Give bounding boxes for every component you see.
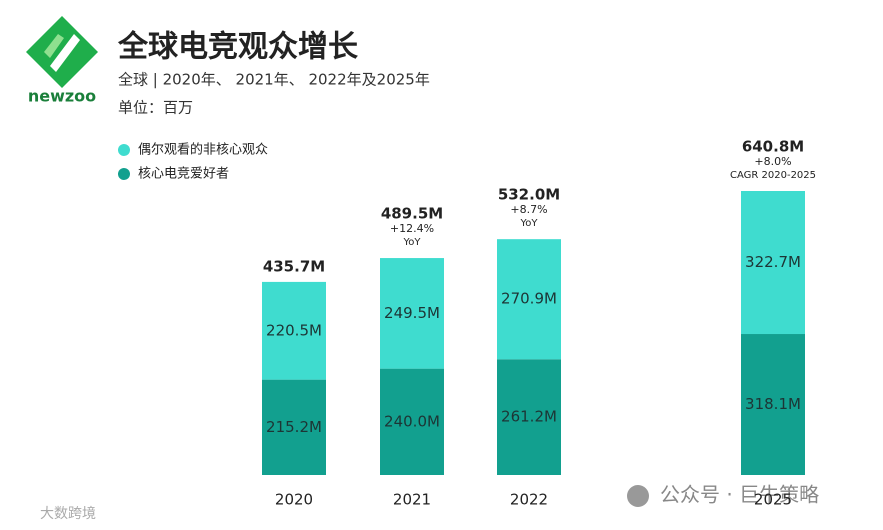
bar-segment xyxy=(741,334,805,475)
bar-segment xyxy=(262,281,326,380)
value-label: 261.2M xyxy=(501,408,557,426)
value-label: 240.0M xyxy=(384,412,440,430)
growth-label: +8.0% xyxy=(754,155,791,168)
value-label: 270.9M xyxy=(501,290,557,308)
chart-subtitle: 全球 | 2020年、 2021年、 2022年及2025年 xyxy=(118,71,430,89)
watermark: 大数跨境 xyxy=(40,506,96,522)
value-label: 249.5M xyxy=(384,304,440,322)
growth-label: +12.4% xyxy=(390,222,434,235)
bar-segment xyxy=(262,379,326,475)
total-label: 640.8M xyxy=(742,138,804,156)
value-label: 322.7M xyxy=(745,253,801,271)
total-label: 532.0M xyxy=(498,186,560,204)
bar-segment xyxy=(380,368,444,475)
logo-text: newzoo xyxy=(28,87,96,106)
logo-stripe xyxy=(50,34,80,72)
growth-basis: YoY xyxy=(402,237,421,248)
legend-swatch xyxy=(118,144,130,156)
bar-segment xyxy=(380,258,444,369)
logo-stripe xyxy=(44,34,64,58)
x-tick-label: 2021 xyxy=(393,491,431,509)
total-label: 435.7M xyxy=(263,257,325,275)
legend-label: 核心电竞爱好者 xyxy=(138,166,229,182)
unit-label: 单位：百万 xyxy=(118,99,193,117)
bar-segment xyxy=(741,191,805,335)
growth-basis: CAGR 2020-2025 xyxy=(730,170,816,181)
chart-title: 全球电竞观众增长 xyxy=(117,30,358,65)
legend-swatch xyxy=(118,168,130,180)
logo: newzoo xyxy=(26,16,98,106)
bar-segment xyxy=(497,359,561,475)
watermark: 公众号 · 巨牛策略 xyxy=(660,483,819,507)
x-tick-label: 2020 xyxy=(275,491,313,509)
total-label: 489.5M xyxy=(381,205,443,223)
legend-label: 偶尔观看的非核心观众 xyxy=(138,142,268,158)
value-label: 220.5M xyxy=(266,321,322,339)
value-label: 215.2M xyxy=(266,418,322,436)
value-label: 318.1M xyxy=(745,395,801,413)
growth-label: +8.7% xyxy=(510,203,547,216)
x-tick-label: 2025 xyxy=(754,491,792,509)
x-tick-label: 2022 xyxy=(510,491,548,509)
growth-basis: YoY xyxy=(519,218,538,229)
watermark-icon xyxy=(627,485,649,507)
bar-segment xyxy=(497,239,561,360)
